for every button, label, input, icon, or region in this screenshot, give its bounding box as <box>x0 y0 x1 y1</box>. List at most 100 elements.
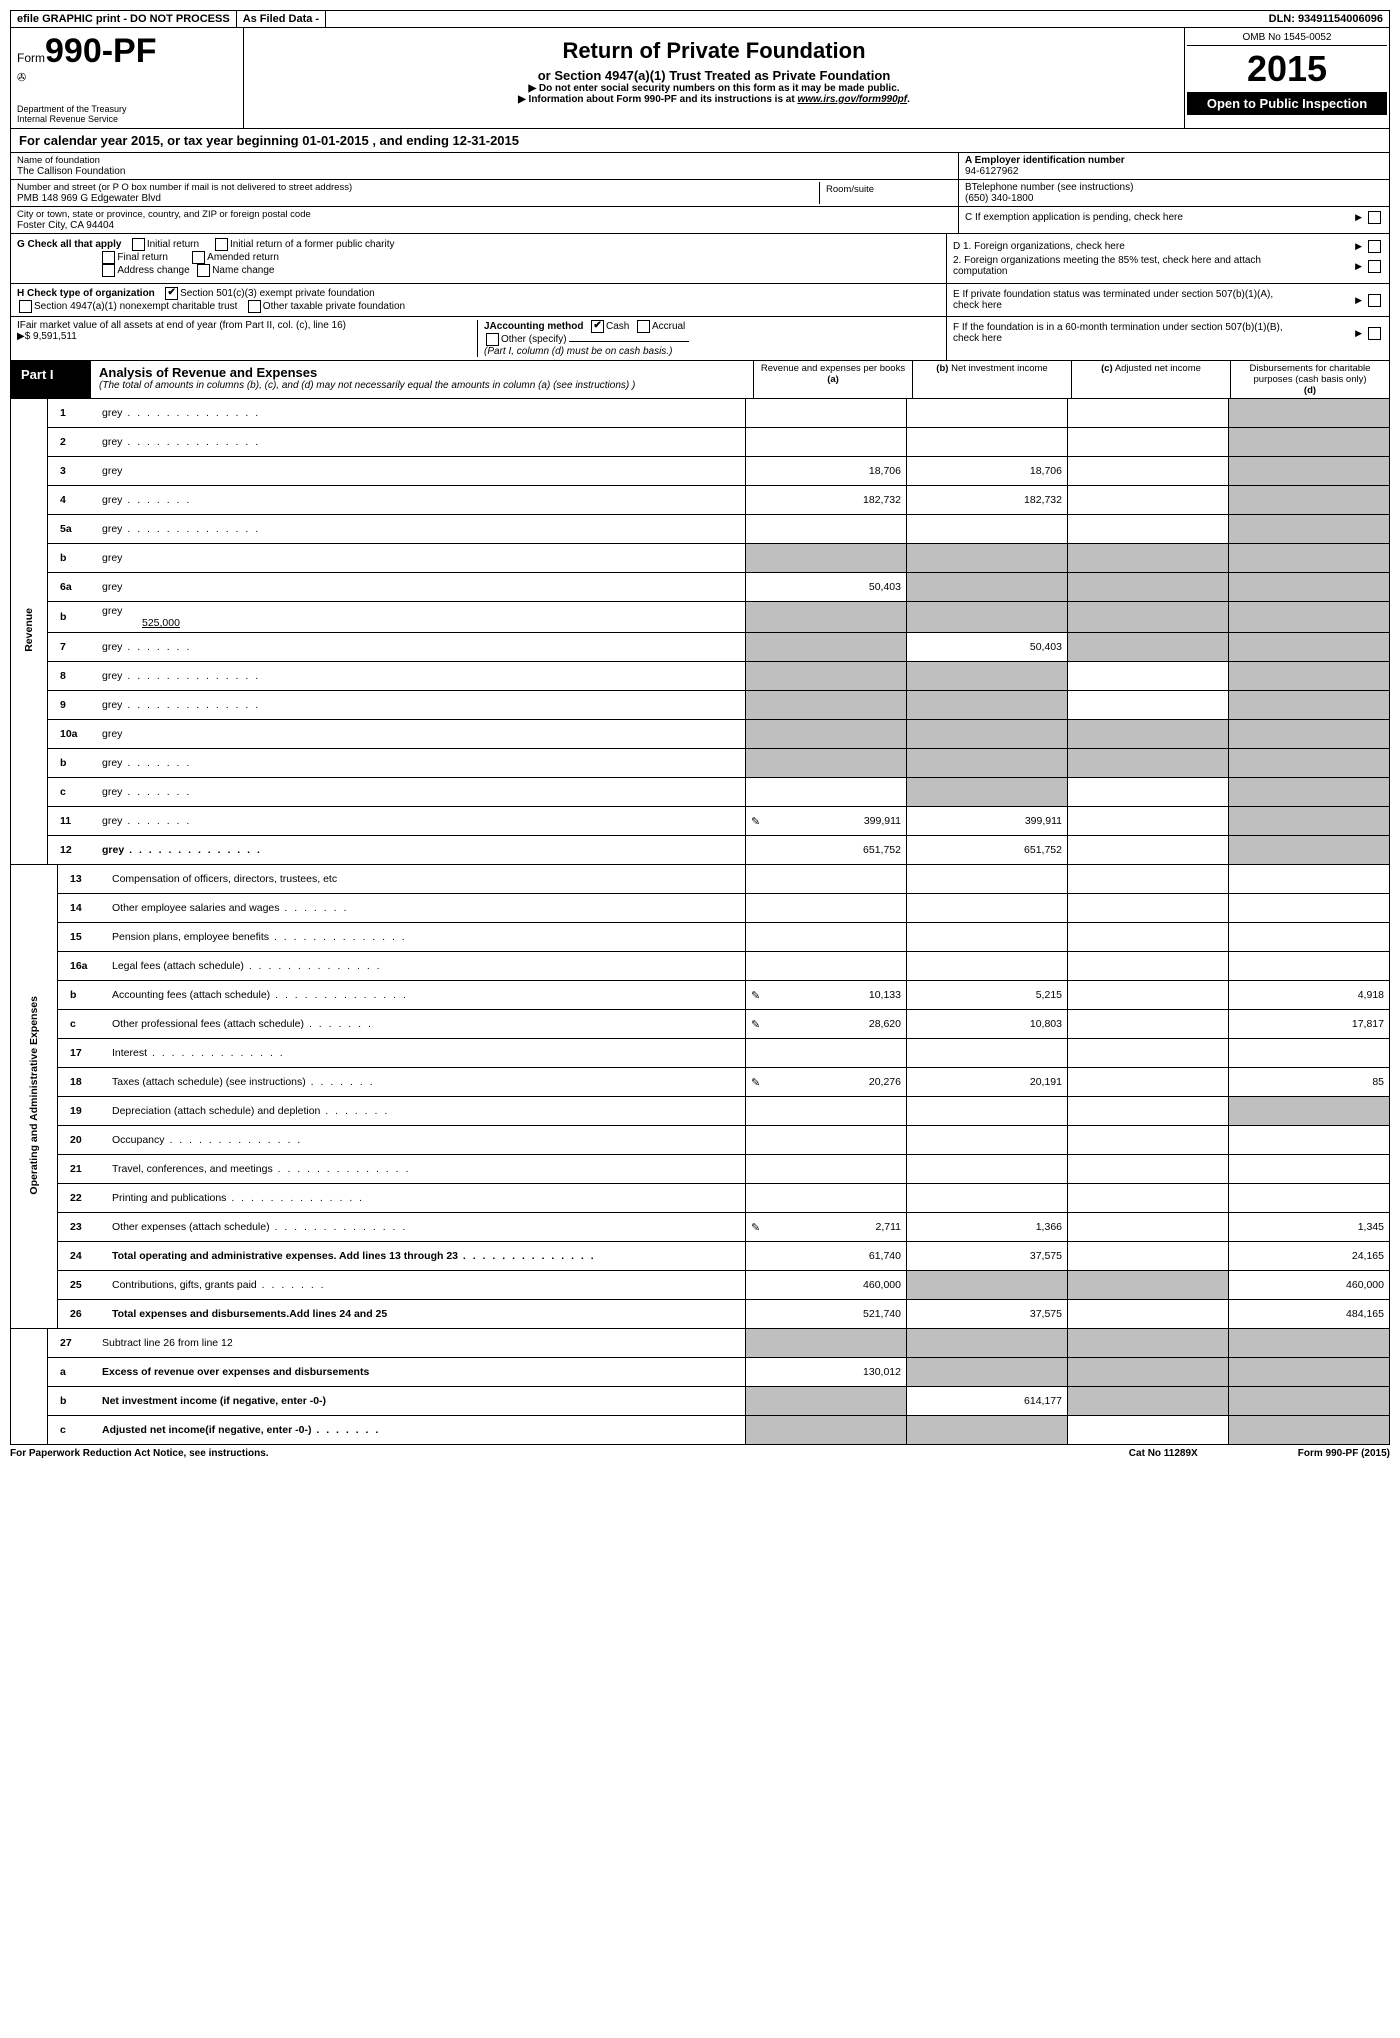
row-num: b <box>48 544 98 573</box>
cell-d <box>1229 1039 1390 1068</box>
cell-a <box>746 952 907 981</box>
row-num: 13 <box>58 865 108 894</box>
attach-icon[interactable] <box>751 1019 762 1031</box>
row-desc: grey <box>97 544 746 573</box>
cell-b: 5,215 <box>907 981 1068 1010</box>
cell-c <box>1068 1387 1229 1416</box>
cell-c <box>1068 515 1229 544</box>
d1-checkbox[interactable] <box>1368 240 1381 253</box>
row-num: c <box>48 778 98 807</box>
foundation-name-label: Name of foundation <box>17 155 952 166</box>
cell-a <box>746 1039 907 1068</box>
row-desc: grey525,000 <box>97 602 746 633</box>
attach-icon[interactable] <box>751 1222 762 1234</box>
row-num: 10a <box>48 720 98 749</box>
i-value: ▶$ 9,591,511 <box>17 331 77 342</box>
g-addrchange-cb[interactable] <box>102 264 115 277</box>
row-desc: Accounting fees (attach schedule) <box>107 981 746 1010</box>
h-501c3-cb[interactable]: ✔ <box>165 287 178 300</box>
cell-d <box>1229 457 1390 486</box>
cell-c <box>1068 486 1229 515</box>
row-desc: grey <box>97 749 746 778</box>
cell-c <box>1068 778 1229 807</box>
section-ij-f: IFair market value of all assets at end … <box>10 317 1390 361</box>
cell-b: 182,732 <box>907 486 1068 515</box>
e-checkbox[interactable] <box>1368 294 1381 307</box>
cell-d <box>1229 1184 1390 1213</box>
cell-a <box>746 865 907 894</box>
row-num: 7 <box>48 633 98 662</box>
cell-d <box>1229 399 1390 428</box>
cell-c <box>1068 952 1229 981</box>
cell-b <box>907 1126 1068 1155</box>
f-checkbox[interactable] <box>1368 327 1381 340</box>
expenses-side-label: Operating and Administrative Expenses <box>11 865 58 1329</box>
row-desc: Taxes (attach schedule) (see instruction… <box>107 1068 746 1097</box>
row-num: 17 <box>58 1039 108 1068</box>
j-other-cb[interactable] <box>486 333 499 346</box>
cell-c <box>1068 544 1229 573</box>
row-num: c <box>48 1416 98 1445</box>
g-initial-former-cb[interactable] <box>215 238 228 251</box>
cell-d <box>1229 1155 1390 1184</box>
h-4947-cb[interactable] <box>19 300 32 313</box>
row-desc: grey <box>97 515 746 544</box>
cell-b <box>907 691 1068 720</box>
row-desc: Total expenses and disbursements.Add lin… <box>107 1300 746 1329</box>
cell-b: 20,191 <box>907 1068 1068 1097</box>
table-row: Operating and Administrative Expenses13C… <box>11 865 1390 894</box>
cell-c <box>1068 1416 1229 1445</box>
cell-d <box>1229 1358 1390 1387</box>
g-addrchange: Address change <box>117 265 189 276</box>
g-amended-cb[interactable] <box>192 251 205 264</box>
row-desc: Net investment income (if negative, ente… <box>97 1387 746 1416</box>
table-row: bNet investment income (if negative, ent… <box>11 1387 1390 1416</box>
row-desc: Total operating and administrative expen… <box>107 1242 746 1271</box>
attach-icon[interactable] <box>751 1077 762 1089</box>
d2-checkbox[interactable] <box>1368 260 1381 273</box>
cell-d <box>1229 894 1390 923</box>
cell-c <box>1068 662 1229 691</box>
cell-a: 50,403 <box>746 573 907 602</box>
cell-c <box>1068 981 1229 1010</box>
row-num: c <box>58 1010 108 1039</box>
form-subtitle: or Section 4947(a)(1) Trust Treated as P… <box>250 68 1178 83</box>
g-initial-cb[interactable] <box>132 238 145 251</box>
row-desc: Excess of revenue over expenses and disb… <box>97 1358 746 1387</box>
table-row: cAdjusted net income(if negative, enter … <box>11 1416 1390 1445</box>
cell-a: 651,752 <box>746 836 907 865</box>
cell-a: 18,706 <box>746 457 907 486</box>
dln: DLN: 93491154006096 <box>1263 11 1389 27</box>
cat-no: Cat No 11289X <box>1129 1448 1198 1459</box>
row-desc: Contributions, gifts, grants paid <box>107 1271 746 1300</box>
table-row: bgrey <box>11 544 1390 573</box>
g-namechange-cb[interactable] <box>197 264 210 277</box>
cell-c <box>1068 457 1229 486</box>
attach-icon[interactable] <box>751 816 762 828</box>
exemption-checkbox[interactable] <box>1368 211 1381 224</box>
row-num: 1 <box>48 399 98 428</box>
d2-label: 2. Foreign organizations meeting the 85%… <box>953 255 1293 277</box>
cell-c <box>1068 836 1229 865</box>
attach-icon[interactable] <box>751 990 762 1002</box>
cell-a <box>746 1184 907 1213</box>
row-desc: grey <box>97 662 746 691</box>
cell-a: 399,911 <box>746 807 907 836</box>
d1-label: D 1. Foreign organizations, check here <box>953 241 1125 252</box>
table-row: bAccounting fees (attach schedule)10,133… <box>11 981 1390 1010</box>
cell-c <box>1068 894 1229 923</box>
row-desc: grey <box>97 778 746 807</box>
row-num: 27 <box>48 1329 98 1358</box>
cell-b <box>907 778 1068 807</box>
j-cash-cb[interactable]: ✔ <box>591 320 604 333</box>
j-accrual-cb[interactable] <box>637 320 650 333</box>
omb-number: OMB No 1545-0052 <box>1187 30 1387 46</box>
irs-link[interactable]: www.irs.gov/form990pf <box>797 94 907 105</box>
h-other-cb[interactable] <box>248 300 261 313</box>
row-desc: Printing and publications <box>107 1184 746 1213</box>
cell-d <box>1229 691 1390 720</box>
cell-c <box>1068 691 1229 720</box>
g-final-cb[interactable] <box>102 251 115 264</box>
table-row: 26Total expenses and disbursements.Add l… <box>11 1300 1390 1329</box>
cell-d <box>1229 778 1390 807</box>
